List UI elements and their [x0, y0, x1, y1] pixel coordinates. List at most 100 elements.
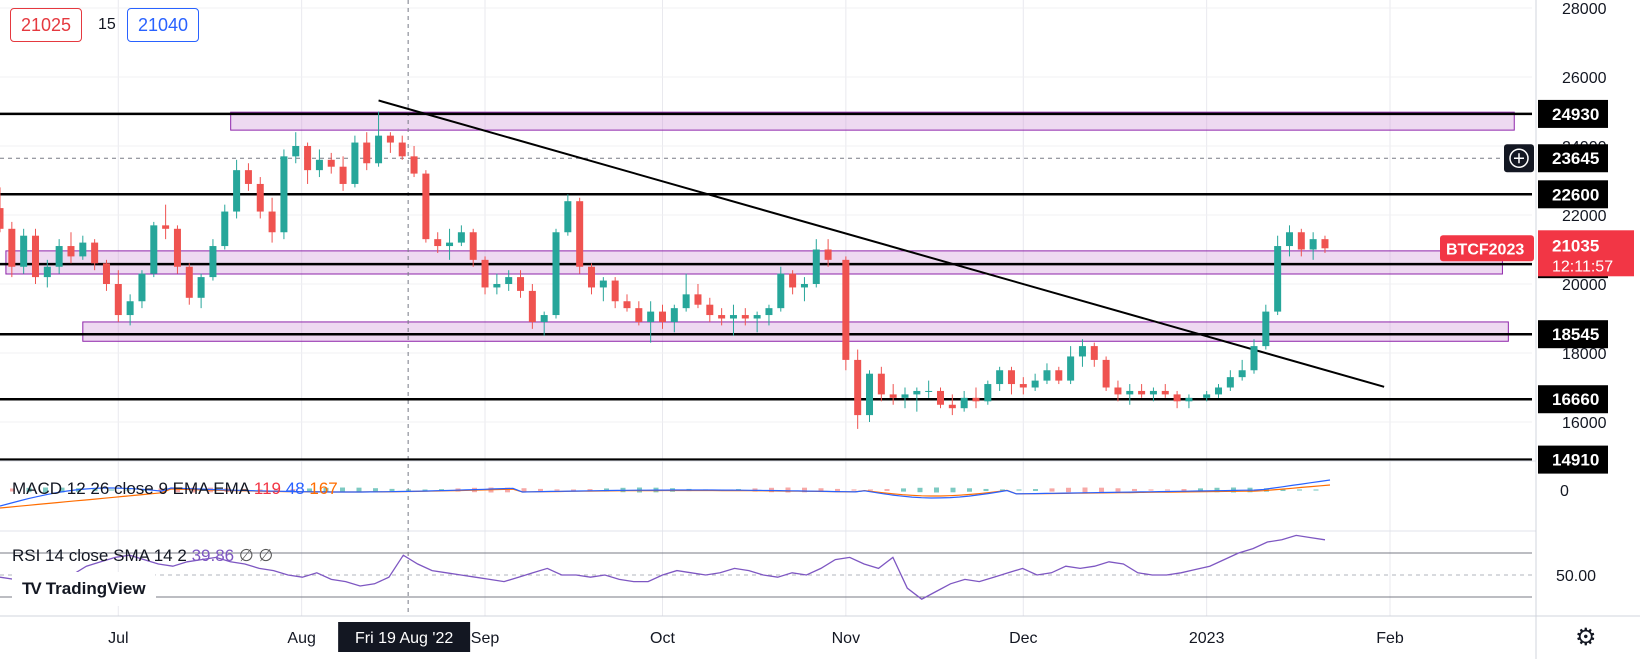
- macd-histogram-bar: [1066, 487, 1071, 493]
- macd-histogram-bar: [818, 488, 824, 492]
- macd-histogram-bar: [587, 489, 593, 491]
- rsi-tick-label: 50.00: [1556, 568, 1596, 585]
- candle-body: [623, 301, 631, 309]
- macd-histogram-bar: [1049, 488, 1055, 492]
- macd-histogram-bar: [1016, 489, 1022, 491]
- candle-body: [292, 146, 300, 157]
- macd-histogram-bar: [1214, 487, 1220, 493]
- candle-body: [8, 228, 16, 267]
- candle-body: [1007, 370, 1015, 385]
- candle-body: [43, 266, 51, 278]
- macd-title: MACD 12 26 close 9 EMA EMA: [12, 479, 250, 498]
- macd-histogram-bar: [1099, 487, 1104, 493]
- candle-body: [20, 235, 28, 267]
- candle-body: [446, 242, 454, 247]
- rsi-ma-value: ∅: [238, 546, 254, 565]
- macd-histogram-value: 119: [253, 479, 281, 498]
- rsi-legend[interactable]: RSI 14 close SMA 14 2 39.86 ∅ ∅: [12, 546, 273, 566]
- candle-body: [1309, 239, 1317, 250]
- candle-body: [244, 170, 252, 184]
- candle-body: [363, 142, 371, 164]
- candle-body: [647, 311, 655, 322]
- ask-price-box[interactable]: 21040: [127, 8, 200, 42]
- last-price-tag: [1538, 230, 1634, 277]
- macd-histogram-bar: [1297, 489, 1302, 491]
- macd-histogram-bar: [26, 487, 32, 493]
- price-tick-label: 28000: [1562, 1, 1607, 18]
- level-price-tag: [1538, 385, 1608, 414]
- macd-histogram-bar: [1148, 489, 1154, 491]
- macd-histogram-bar: [934, 487, 939, 493]
- candle-body: [1126, 390, 1134, 395]
- candle-body: [925, 390, 933, 392]
- macd-histogram-bar: [1115, 488, 1121, 492]
- candle-body: [1102, 359, 1110, 388]
- macd-histogram-bar: [521, 488, 527, 492]
- candle-body: [1226, 377, 1234, 388]
- tradingview-logo[interactable]: TV TradingView: [12, 572, 156, 606]
- candle-body: [540, 315, 548, 322]
- candle-body: [1090, 346, 1098, 360]
- candle-body: [694, 294, 702, 305]
- candle-body: [1262, 311, 1270, 347]
- candle-body: [901, 394, 909, 398]
- time-tick-label: Oct: [650, 630, 675, 647]
- candle-body: [434, 239, 442, 247]
- price-axis-background: [1536, 0, 1640, 616]
- quantity-value[interactable]: 15: [98, 16, 116, 33]
- candle-body: [91, 242, 99, 264]
- candle-body: [422, 173, 430, 240]
- macd-histogram-bar: [10, 488, 15, 492]
- macd-histogram-bar: [901, 488, 906, 492]
- candle-body: [1173, 394, 1181, 402]
- time-tick-label: Feb: [1376, 630, 1404, 647]
- macd-histogram-bar: [1033, 489, 1038, 491]
- candle-body: [842, 259, 850, 360]
- level-price-label: 24930: [1552, 105, 1599, 124]
- level-price-label: 18545: [1552, 325, 1599, 344]
- candle-body: [1274, 246, 1282, 312]
- level-price-tag: [1538, 320, 1608, 349]
- candle-body: [889, 394, 897, 398]
- level-price-tag: [1538, 445, 1608, 474]
- price-tick-label: 26000: [1562, 70, 1607, 87]
- bar-countdown-label: 12:11:57: [1552, 258, 1613, 275]
- macd-histogram-bar: [868, 489, 873, 491]
- candle-body: [913, 390, 921, 395]
- candle-body: [1285, 232, 1293, 247]
- macd-histogram-bar: [1000, 489, 1005, 491]
- candle-body: [1149, 390, 1157, 395]
- candle-body: [1215, 387, 1223, 395]
- price-tick-label: 20000: [1562, 277, 1607, 294]
- candle-body: [866, 373, 874, 416]
- price-tick-label: 18000: [1562, 346, 1607, 363]
- candle-body: [1043, 370, 1051, 381]
- rsi-title: RSI 14 close SMA 14 2: [12, 546, 187, 565]
- macd-histogram-bar: [554, 489, 560, 491]
- macd-histogram-bar: [43, 487, 48, 493]
- symbol-label: BTCF2023: [1446, 241, 1524, 258]
- candle-body: [564, 201, 572, 233]
- level-price-label: 23645: [1552, 149, 1599, 168]
- crosshair-date-tag: [338, 622, 471, 652]
- candle-body: [1138, 390, 1146, 395]
- bid-price-box[interactable]: 21025: [10, 8, 83, 42]
- gear-icon[interactable]: ⚙: [1575, 624, 1597, 651]
- macd-histogram-bar: [785, 487, 791, 493]
- macd-histogram-bar: [389, 488, 395, 492]
- candle-body: [1055, 370, 1063, 381]
- macd-histogram-bar: [1165, 489, 1170, 491]
- candle-body: [706, 304, 714, 316]
- candle-body: [1321, 239, 1329, 249]
- macd-histogram-bar: [851, 489, 857, 491]
- candle-body: [658, 311, 666, 322]
- candle-body: [102, 263, 110, 284]
- level-price-tag: [1538, 144, 1608, 173]
- macd-legend[interactable]: MACD 12 26 close 9 EMA EMA 119 48 167: [12, 479, 338, 499]
- candle-body: [162, 225, 170, 229]
- macd-histogram-bar: [125, 489, 131, 491]
- macd-histogram-bar: [802, 487, 807, 493]
- support-resistance-zone: [5, 250, 1503, 275]
- candle-body: [351, 142, 359, 184]
